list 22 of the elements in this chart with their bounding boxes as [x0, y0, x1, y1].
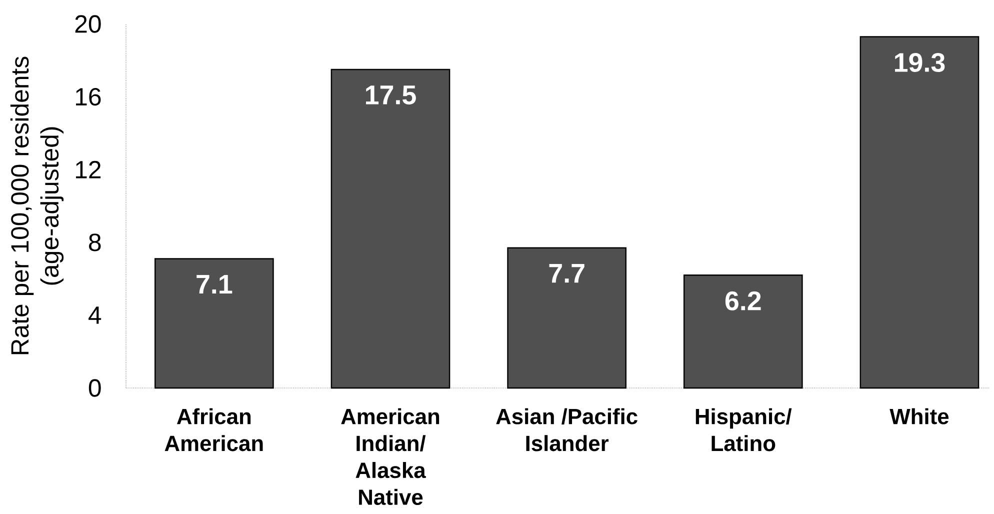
x-tick-label: American Indian/ Alaska Native	[341, 408, 440, 505]
x-tick-label: White	[890, 408, 949, 424]
y-tick-label: 0	[88, 379, 101, 397]
data-label: 17.5	[366, 86, 416, 104]
y-tick-label: 20	[75, 15, 101, 33]
bar	[860, 36, 980, 389]
bar	[507, 247, 626, 389]
bar	[154, 258, 274, 389]
bar	[683, 274, 803, 389]
y-tick-label: 4	[88, 306, 102, 324]
x-tick-label: Hispanic/ Latino	[696, 408, 792, 452]
y-axis-title: Rate per 100,000 residents (age-adjusted)	[10, 56, 64, 354]
y-tick-label: 16	[76, 88, 101, 106]
bar	[330, 68, 450, 389]
y-tick-label: 8	[89, 234, 101, 252]
data-label: 7.1	[196, 274, 232, 294]
data-label: 19.3	[894, 52, 945, 72]
x-tick-label: Asian /Pacific Islander	[496, 408, 638, 452]
data-label: 6.2	[725, 291, 761, 310]
x-tick-label: African American	[164, 408, 263, 452]
data-label: 7.7	[549, 264, 584, 283]
y-tick-label: 12	[76, 160, 101, 178]
